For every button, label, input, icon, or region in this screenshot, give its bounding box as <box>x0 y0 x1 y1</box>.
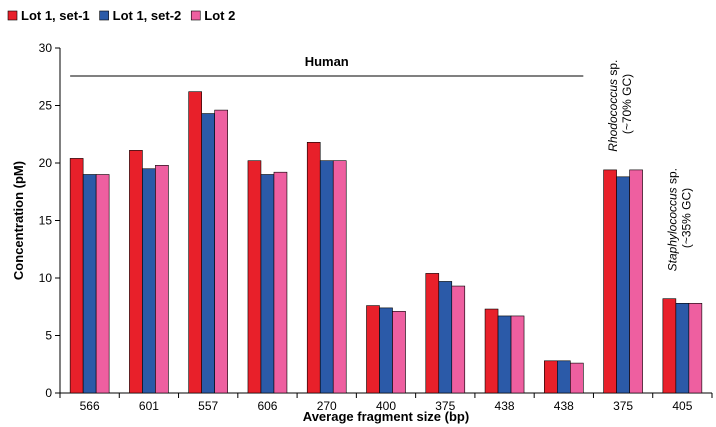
y-tick-label: 15 <box>39 214 53 228</box>
bar <box>392 311 406 394</box>
bar <box>201 113 215 394</box>
legend-label: Lot 1, set-2 <box>113 8 182 23</box>
x-tick-label: 270 <box>317 399 337 413</box>
bar <box>675 302 690 394</box>
staphylococcus-genus: Staphylococcus <box>665 187 679 271</box>
bar <box>82 174 97 394</box>
legend-label: Lot 1, set-1 <box>21 8 90 23</box>
x-tick-label: 375 <box>613 399 633 413</box>
x-axis-title: Average fragment size (bp) <box>303 409 469 424</box>
bar <box>603 169 617 394</box>
bar <box>484 308 499 394</box>
staphylococcus-suffix: sp. <box>665 168 679 187</box>
y-tick-label: 5 <box>45 329 52 343</box>
bar <box>366 305 380 394</box>
y-ticks: 0 5 10 15 20 25 30 <box>39 41 60 400</box>
x-tick-label: 400 <box>376 399 396 413</box>
bar <box>188 91 202 394</box>
x-tick-label: 405 <box>672 399 692 413</box>
bar <box>629 169 643 394</box>
bar <box>510 315 525 394</box>
bar <box>688 302 703 394</box>
x-tick-label: 601 <box>139 399 159 413</box>
bar <box>662 298 677 394</box>
bar <box>129 150 143 394</box>
legend: Lot 1, set-1 Lot 1, set-2 Lot 2 <box>7 8 235 23</box>
bar <box>438 281 453 394</box>
x-tick-label: 438 <box>554 399 574 413</box>
rhodococcus-gc: (~70% GC) <box>620 74 634 134</box>
bar <box>260 174 275 394</box>
bar <box>332 160 347 394</box>
x-tick-label: 566 <box>80 399 100 413</box>
bar <box>319 160 334 394</box>
legend-swatch <box>7 10 18 21</box>
staphylococcus-gc: (~35% GC) <box>679 188 693 248</box>
bar <box>570 362 584 394</box>
y-tick-label: 10 <box>39 271 53 285</box>
bar <box>616 176 630 394</box>
x-tick-label: 557 <box>198 399 218 413</box>
bar <box>273 171 288 394</box>
bar <box>142 168 156 394</box>
x-tick-label: 606 <box>257 399 277 413</box>
rhodococcus-name: Rhodococcus sp. <box>606 60 620 152</box>
bar <box>451 285 466 394</box>
staphylococcus-name: Staphylococcus sp. <box>665 168 679 271</box>
bar <box>214 109 228 394</box>
legend-swatch <box>190 10 201 21</box>
bar <box>544 360 558 394</box>
bar <box>247 160 262 394</box>
bar <box>306 142 321 394</box>
rhodococcus-label: Rhodococcus sp. (~70% GC) <box>606 56 634 151</box>
x-tick-label: 375 <box>435 399 455 413</box>
bars <box>69 91 703 394</box>
bar <box>155 165 169 394</box>
y-tick-label: 30 <box>39 41 53 55</box>
bar <box>557 360 571 394</box>
rhodococcus-suffix: sp. <box>606 60 620 79</box>
bar <box>425 273 440 394</box>
y-axis-title: Concentration (pM) <box>11 161 26 280</box>
human-label: Human <box>305 54 349 69</box>
legend-label: Lot 2 <box>204 8 235 23</box>
bar <box>497 315 512 394</box>
legend-swatch <box>99 10 109 21</box>
rhodococcus-genus: Rhodococcus <box>606 79 620 152</box>
y-tick-label: 25 <box>39 99 53 113</box>
x-tick-label: 438 <box>495 399 515 413</box>
bar <box>379 307 393 394</box>
staphylococcus-label: Staphylococcus sp. (~35% GC) <box>665 165 693 272</box>
y-tick-label: 0 <box>45 386 52 400</box>
y-tick-label: 20 <box>39 156 53 170</box>
annotations: Human Rhodococcus sp. (~70% GC) Staphylo… <box>70 54 693 271</box>
bar <box>95 174 110 394</box>
bar <box>69 158 84 394</box>
x-ticks: 566 601 557 606 270 400 375 438 438 375 405 <box>59 393 713 413</box>
